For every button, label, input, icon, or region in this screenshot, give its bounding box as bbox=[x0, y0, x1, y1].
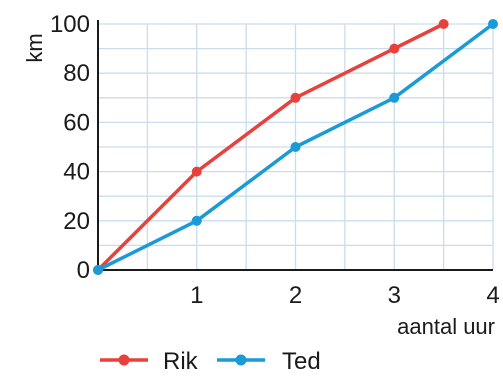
data-point-rik bbox=[191, 166, 202, 177]
y-tick-label: 0 bbox=[77, 257, 90, 284]
data-point-ted bbox=[191, 215, 202, 226]
data-point-ted bbox=[93, 265, 103, 275]
y-axis-label: km bbox=[22, 33, 47, 62]
legend-marker-ted bbox=[235, 354, 247, 366]
axes bbox=[97, 20, 493, 271]
legend-label-rik: Rik bbox=[163, 348, 199, 375]
tick-labels: 0 20 40 60 80 100 1 2 3 4 bbox=[50, 11, 500, 309]
data-point-ted bbox=[290, 142, 301, 152]
x-tick-label: 1 bbox=[190, 282, 203, 309]
data-point-ted bbox=[389, 92, 400, 103]
y-tick-label: 20 bbox=[63, 208, 90, 235]
y-tick-label: 40 bbox=[63, 159, 90, 186]
series-layer bbox=[93, 19, 498, 275]
x-tick-label: 3 bbox=[388, 282, 401, 309]
data-point-rik bbox=[290, 92, 301, 103]
y-tick-label: 60 bbox=[63, 109, 90, 136]
y-tick-label: 80 bbox=[63, 60, 90, 87]
legend-label-ted: Ted bbox=[282, 348, 321, 375]
data-point-rik bbox=[438, 19, 449, 29]
x-tick-label: 2 bbox=[289, 282, 302, 309]
y-tick-label: 100 bbox=[50, 11, 90, 38]
x-axis-label: aantal uur bbox=[397, 314, 495, 339]
data-point-ted bbox=[488, 19, 498, 29]
data-point-rik bbox=[389, 43, 400, 54]
legend: Rik Ted bbox=[100, 348, 321, 375]
legend-marker-rik bbox=[118, 354, 130, 366]
x-tick-label: 4 bbox=[486, 282, 499, 309]
